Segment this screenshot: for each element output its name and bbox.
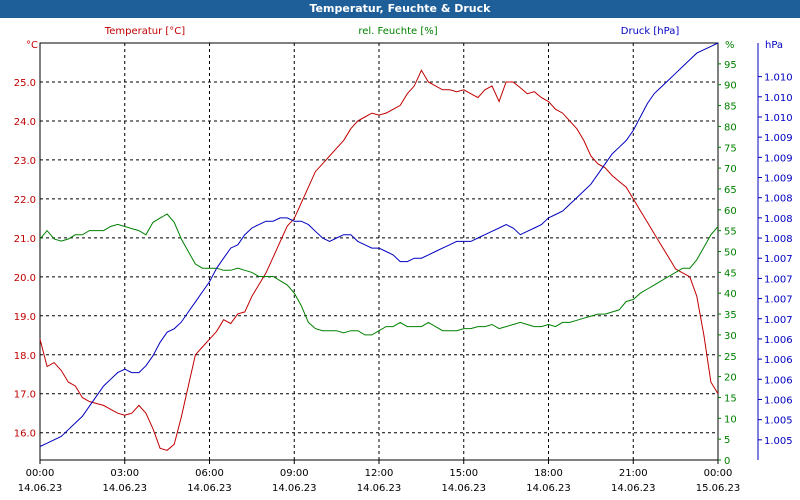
y-tick-label-humidity: 45 — [724, 268, 737, 279]
x-tick-label-time: 09:00 — [280, 468, 309, 479]
y-tick-label-pressure: 1.006 — [764, 335, 793, 346]
x-tick-label-time: 03:00 — [110, 468, 139, 479]
y-tick-label-pressure: 1.010 — [764, 93, 793, 104]
x-tick-label-time: 00:00 — [26, 468, 55, 479]
y-axis-unit-temperature: °C — [26, 40, 38, 51]
legend-humidity: rel. Feuchte [%] — [358, 26, 437, 37]
y-tick-label-pressure: 1.006 — [764, 375, 793, 386]
y-tick-label-temperature: 22.0 — [14, 195, 36, 206]
y-tick-label-pressure: 1.009 — [764, 174, 793, 185]
x-tick-label-date: 14.06.23 — [272, 483, 317, 494]
x-tick-label-date: 14.06.23 — [18, 483, 63, 494]
y-tick-label-pressure: 1.007 — [764, 254, 793, 265]
y-tick-label-pressure: 1.009 — [764, 133, 793, 144]
y-tick-label-pressure: 1.008 — [764, 194, 793, 205]
y-tick-label-pressure: 1.006 — [764, 395, 793, 406]
y-tick-label-pressure: 1.010 — [764, 73, 793, 84]
y-tick-label-humidity: 75 — [724, 143, 737, 154]
y-tick-label-humidity: 10 — [724, 414, 737, 425]
y-tick-label-temperature: 18.0 — [14, 351, 36, 362]
y-tick-label-temperature: 17.0 — [14, 390, 36, 401]
x-tick-label-date: 14.06.23 — [187, 483, 232, 494]
y-tick-label-humidity: 30 — [724, 331, 737, 342]
y-tick-label-pressure: 1.005 — [764, 436, 793, 447]
y-tick-label-humidity: 80 — [724, 122, 737, 133]
y-tick-label-pressure: 1.008 — [764, 214, 793, 225]
x-tick-label-date: 14.06.23 — [611, 483, 656, 494]
axis-labels: 16.0 17.0 18.0 19.0 20.0 21.0 22.0 23.0 24.0 25.0… — [14, 26, 793, 494]
y-tick-label-humidity: 95 — [724, 60, 737, 71]
y-tick-label-pressure: 1.005 — [764, 416, 793, 427]
chart-title: Temperatur, Feuchte & Druck — [0, 0, 800, 18]
y-tick-label-humidity: 85 — [724, 102, 737, 113]
chart-grid — [40, 43, 718, 460]
y-tick-label-humidity: 20 — [724, 373, 737, 384]
y-tick-label-humidity: 35 — [724, 310, 737, 321]
y-axis-unit-pressure: hPa — [765, 40, 783, 51]
x-tick-label-time: 06:00 — [195, 468, 224, 479]
series-line-humidity — [39, 213, 719, 336]
legend-temperature: Temperatur [°C] — [104, 26, 185, 37]
y-tick-label-temperature: 25.0 — [14, 78, 36, 89]
x-tick-label-date: 14.06.23 — [357, 483, 402, 494]
y-tick-label-temperature: 23.0 — [14, 156, 36, 167]
y-tick-label-humidity: 65 — [724, 185, 737, 196]
x-tick-label-date: 14.06.23 — [526, 483, 571, 494]
y-tick-label-humidity: 40 — [724, 289, 737, 300]
y-tick-label-humidity: 70 — [724, 164, 737, 175]
y-axis-unit-humidity: % — [725, 40, 735, 51]
y-tick-label-pressure: 1.010 — [764, 113, 793, 124]
y-tick-label-humidity: 90 — [724, 81, 737, 92]
y-tick-label-humidity: 25 — [724, 352, 737, 363]
x-tick-label-time: 21:00 — [619, 468, 648, 479]
x-tick-label-time: 18:00 — [534, 468, 563, 479]
series-line-pressure — [39, 42, 719, 447]
y-tick-label-pressure: 1.008 — [764, 234, 793, 245]
x-tick-label-time: 00:00 — [704, 468, 733, 479]
x-tick-label-time: 12:00 — [365, 468, 394, 479]
y-tick-label-pressure: 1.006 — [764, 355, 793, 366]
x-tick-label-date: 14.06.23 — [102, 483, 147, 494]
y-tick-label-pressure: 1.009 — [764, 153, 793, 164]
x-tick-label-date: 14.06.23 — [441, 483, 486, 494]
y-tick-label-humidity: 5 — [724, 435, 730, 446]
y-tick-label-pressure: 1.007 — [764, 295, 793, 306]
legend-pressure: Druck [hPa] — [621, 26, 680, 37]
series-lines — [39, 42, 719, 451]
y-tick-label-pressure: 1.007 — [764, 315, 793, 326]
y-tick-label-humidity: 60 — [724, 206, 737, 217]
y-tick-label-humidity: 55 — [724, 227, 737, 238]
y-tick-label-humidity: 50 — [724, 248, 737, 259]
y-tick-label-humidity: 15 — [724, 393, 737, 404]
y-tick-label-temperature: 24.0 — [14, 117, 36, 128]
y-tick-label-humidity: 0 — [724, 456, 730, 467]
y-tick-label-temperature: 20.0 — [14, 273, 36, 284]
x-tick-label-time: 15:00 — [449, 468, 478, 479]
y-tick-label-temperature: 21.0 — [14, 234, 36, 245]
x-tick-label-date: 15.06.23 — [696, 483, 741, 494]
series-line-temperature — [39, 69, 719, 451]
y-tick-label-temperature: 16.0 — [14, 429, 36, 440]
y-tick-label-temperature: 19.0 — [14, 312, 36, 323]
y-tick-label-pressure: 1.007 — [764, 274, 793, 285]
